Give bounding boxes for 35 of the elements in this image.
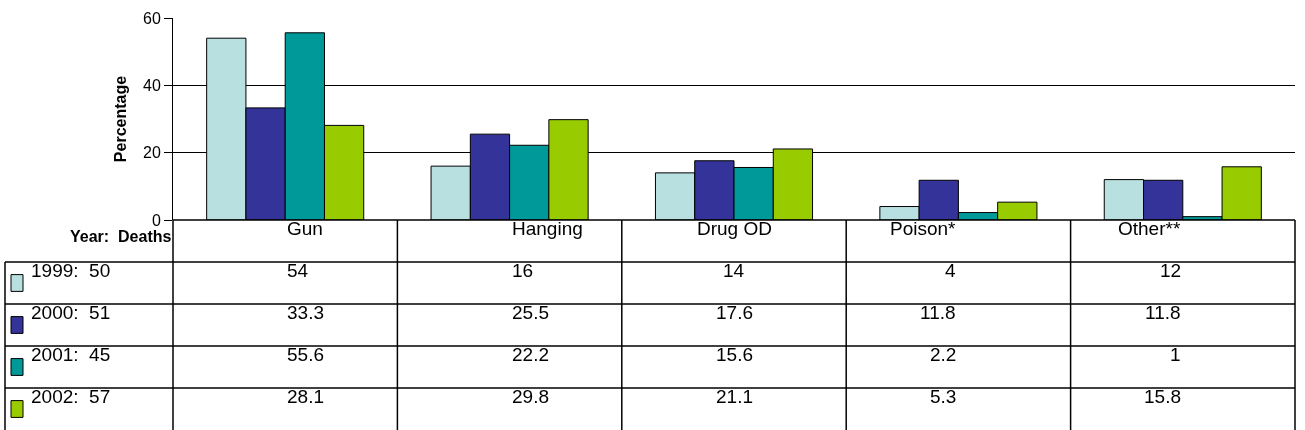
x-tick-label: Poison* — [890, 218, 957, 239]
legend-label: 2000: 51 — [31, 302, 111, 323]
legend-label: 1999: 50 — [31, 260, 111, 281]
y-tick-label: 0 — [151, 211, 161, 229]
data-label: 55.6 — [287, 344, 324, 365]
data-label: 2.2 — [930, 344, 957, 365]
x-tick-label: Drug OD — [697, 218, 772, 239]
legend-title: Year: Deaths — [70, 228, 172, 245]
data-label: 15.6 — [716, 344, 753, 365]
data-label: 14 — [723, 260, 745, 281]
data-label: 33.3 — [287, 302, 324, 323]
data-label: 15.8 — [1144, 386, 1181, 407]
data-label: 28.1 — [287, 386, 324, 407]
y-tick-label: 60 — [143, 9, 161, 27]
data-label: 22.2 — [512, 344, 549, 365]
data-label: 12 — [1160, 260, 1182, 281]
data-label: 11.8 — [920, 302, 956, 323]
y-tick-label: 40 — [143, 76, 161, 94]
legend-label: 2002: 57 — [31, 386, 111, 407]
x-tick-label: Gun — [287, 218, 323, 239]
y-axis-title: Percentage — [111, 75, 129, 163]
data-label: 25.5 — [512, 302, 549, 323]
data-label: 54 — [287, 260, 309, 281]
data-label: 11.8 — [1145, 302, 1181, 323]
y-tick-label: 20 — [143, 144, 161, 162]
data-label: 1 — [1170, 344, 1181, 365]
data-label: 16 — [512, 260, 534, 281]
x-tick-label: Hanging — [512, 218, 583, 239]
data-label: 17.6 — [716, 302, 753, 323]
data-label: 29.8 — [512, 386, 549, 407]
data-label: 4 — [945, 260, 956, 281]
data-label: 5.3 — [930, 386, 957, 407]
data-label: 21.1 — [716, 386, 753, 407]
legend-label: 2001: 45 — [31, 344, 111, 365]
x-tick-label: Other** — [1118, 218, 1181, 239]
